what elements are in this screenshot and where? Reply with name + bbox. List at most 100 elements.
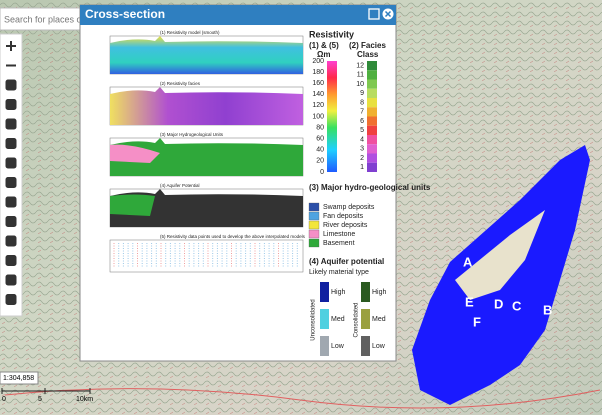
panel-title: (2) Resistivity facies bbox=[160, 81, 201, 86]
colorbar-tick: 10 bbox=[356, 81, 364, 88]
unit-label: Fan deposits bbox=[323, 213, 364, 220]
map-label: E bbox=[465, 294, 474, 309]
facies-swatch bbox=[367, 144, 377, 154]
aquifer-swatch bbox=[320, 309, 329, 329]
dialog-title: Cross-section bbox=[85, 7, 165, 21]
axis-label: Unconsolidated bbox=[311, 299, 317, 340]
section-3-top bbox=[110, 144, 160, 163]
colorbar-tick: 8 bbox=[360, 99, 364, 106]
colorbar-tick: 3 bbox=[360, 146, 364, 153]
panel-title: (3) Major Hydrogeological Units bbox=[160, 132, 224, 137]
legend-header: (2) Facies bbox=[349, 41, 386, 50]
map-label: C bbox=[512, 298, 522, 313]
tool-icon[interactable] bbox=[5, 118, 17, 130]
unit-swatch bbox=[308, 220, 320, 230]
tool-icon[interactable] bbox=[5, 99, 17, 110]
colorbar-tick: 160 bbox=[312, 80, 324, 87]
colorbar-tick: 100 bbox=[312, 113, 324, 120]
unit-swatch bbox=[308, 238, 320, 248]
toolbar bbox=[0, 33, 23, 317]
colorbar-tick: 11 bbox=[357, 72, 364, 79]
facies-swatch bbox=[367, 70, 377, 80]
land bbox=[455, 210, 545, 300]
legend-title: Resistivity bbox=[309, 29, 354, 39]
facies-swatch bbox=[367, 88, 377, 98]
facies-swatch bbox=[367, 107, 377, 117]
level-label: Med bbox=[372, 316, 386, 323]
level-label: Low bbox=[372, 343, 386, 350]
facies-swatch bbox=[367, 125, 377, 135]
tool-icon[interactable] bbox=[5, 274, 17, 286]
facies-swatch bbox=[367, 135, 377, 145]
dialog-header bbox=[80, 5, 396, 25]
aquifer-swatch bbox=[320, 336, 329, 356]
tool-icon[interactable] bbox=[5, 294, 17, 305]
aquifer-swatch bbox=[361, 309, 370, 329]
colorbar-tick: 20 bbox=[316, 158, 324, 165]
popout-button[interactable] bbox=[368, 8, 380, 20]
level-label: High bbox=[372, 289, 387, 296]
unit-swatch bbox=[308, 211, 320, 221]
colorbar-tick: 9 bbox=[360, 90, 364, 97]
map-label: D bbox=[494, 296, 503, 311]
map-label: A bbox=[463, 254, 473, 269]
colorbar-tick: 2 bbox=[360, 155, 364, 162]
scale-box bbox=[0, 371, 39, 385]
colorbar-tick: 5 bbox=[360, 127, 364, 134]
tool-icon[interactable] bbox=[5, 235, 17, 247]
colorbar-tick: 4 bbox=[360, 136, 364, 143]
scale-bar bbox=[1, 388, 91, 394]
level-label: Med bbox=[331, 316, 345, 323]
facies-swatch bbox=[367, 153, 377, 163]
colorbar-tick: 60 bbox=[316, 136, 324, 143]
aquifer-swatch bbox=[320, 282, 329, 302]
colorbar-tick: 40 bbox=[316, 147, 324, 154]
aquifer-swatch bbox=[361, 282, 370, 302]
unit-label: River deposits bbox=[323, 222, 368, 229]
panel-title: (4) Aquifer Potential bbox=[160, 183, 200, 188]
axis-label: Consolidated bbox=[354, 302, 360, 337]
colorbar-tick: 120 bbox=[312, 102, 324, 109]
section-2 bbox=[110, 87, 303, 125]
scale-tick: 10km bbox=[76, 396, 93, 403]
facies-swatch bbox=[367, 98, 377, 108]
tool-icon[interactable] bbox=[5, 157, 17, 169]
map-label: B bbox=[543, 302, 552, 317]
unit-label: Limestone bbox=[323, 231, 355, 238]
resistivity-colorbar bbox=[327, 61, 337, 172]
tool-icon[interactable] bbox=[5, 216, 17, 227]
zoom-in-icon[interactable] bbox=[6, 41, 16, 51]
legend-unit: Ωm bbox=[317, 50, 331, 59]
map-label: F bbox=[473, 314, 481, 329]
unit-swatch bbox=[308, 202, 320, 212]
colorbar-tick: 0 bbox=[320, 169, 324, 176]
legend-title: (3) Major hydro-geological units bbox=[309, 183, 431, 192]
close-icon bbox=[384, 10, 392, 18]
tool-icon[interactable] bbox=[5, 196, 17, 208]
level-label: High bbox=[331, 289, 346, 296]
scale-ratio: 1:304,858 bbox=[3, 375, 34, 382]
colorbar-tick: 80 bbox=[316, 124, 324, 131]
tool-icon[interactable] bbox=[5, 255, 17, 266]
level-label: Low bbox=[331, 343, 345, 350]
colorbar-tick: 7 bbox=[360, 109, 364, 116]
tool-icon[interactable] bbox=[5, 79, 17, 91]
unit-label: Basement bbox=[323, 240, 355, 247]
colorbar-tick: 140 bbox=[312, 91, 324, 98]
legend-title: (4) Aquifer potential bbox=[309, 257, 384, 266]
legend-unit: Class bbox=[357, 50, 379, 59]
tool-icon[interactable] bbox=[5, 177, 17, 188]
legend-header: (1) & (5) bbox=[309, 41, 339, 50]
scale-tick: 5 bbox=[38, 396, 42, 403]
panel-title: (1) Resistivity model (smooth) bbox=[160, 30, 220, 35]
tool-icon[interactable] bbox=[5, 138, 17, 149]
colorbar-tick: 1 bbox=[360, 164, 364, 171]
unit-label: Swamp deposits bbox=[323, 204, 375, 211]
colorbar-tick: 12 bbox=[356, 62, 364, 69]
search-placeholder: Search for places o bbox=[4, 14, 82, 24]
colorbar-tick: 180 bbox=[312, 69, 324, 76]
colorbar-tick: 6 bbox=[360, 118, 364, 125]
road bbox=[4, 388, 601, 409]
facies-swatch bbox=[367, 162, 377, 172]
